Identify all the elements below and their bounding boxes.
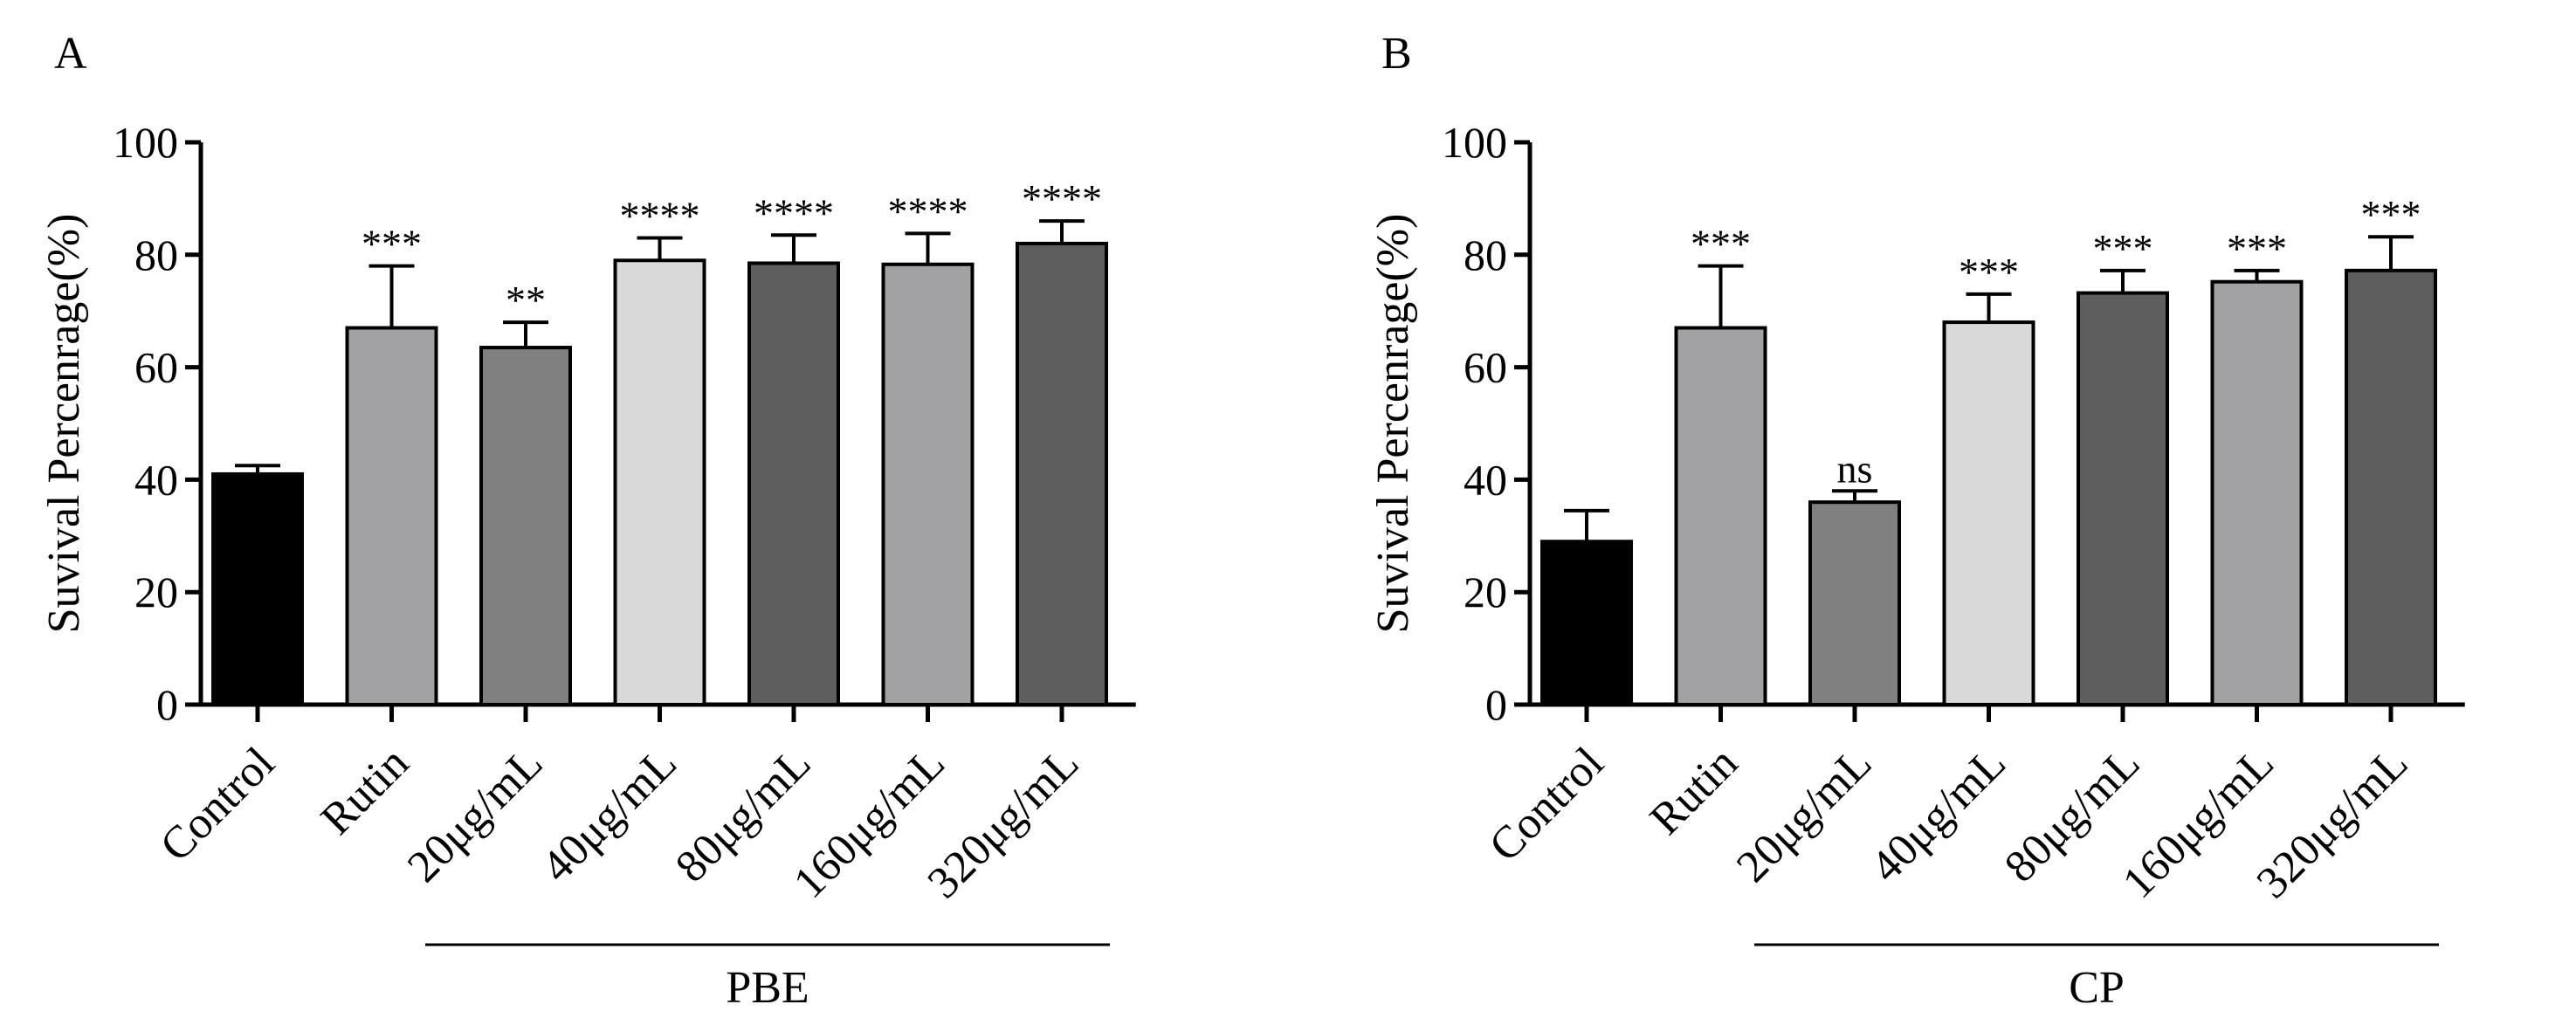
x-category-label: Control [151, 738, 285, 871]
y-tick-label: 40 [1464, 455, 1507, 504]
bar-3 [1942, 320, 2035, 706]
y-tick-label: 100 [1442, 118, 1507, 167]
y-tick-label: 80 [1464, 230, 1507, 279]
x-category-label: Rutin [1641, 738, 1747, 844]
bar-4 [747, 261, 840, 706]
significance-label: **** [1022, 176, 1102, 221]
x-category-label: 20μg/mL [398, 738, 552, 891]
x-category-label: Control [1480, 738, 1614, 871]
significance-label: ** [506, 278, 546, 322]
y-tick-label: 20 [1464, 568, 1507, 616]
significance-label: *** [1959, 250, 2019, 294]
y-tick-label: 0 [1485, 680, 1507, 729]
x-category-label: Rutin [312, 738, 418, 844]
group-label: PBE [726, 963, 809, 1013]
bar-6 [2345, 268, 2437, 706]
y-tick-label: 0 [156, 680, 178, 729]
significance-label: *** [2093, 226, 2153, 271]
y-tick-label: 80 [134, 230, 178, 279]
bar-2 [1808, 500, 1901, 706]
significance-label: ns [1837, 446, 1873, 491]
y-axis-title: Suvival Percenrage(%) [39, 214, 89, 634]
bar-4 [2077, 291, 2169, 706]
y-tick-label: 60 [1464, 343, 1507, 392]
significance-label: *** [1691, 222, 1751, 266]
x-category-label: 40μg/mL [1862, 738, 2015, 891]
significance-label: **** [620, 193, 700, 237]
bar-1 [345, 326, 438, 706]
chart-panel-a: A Suvival Percenrage(%) 0 20 40 60 80 100 Contro… [39, 29, 1136, 1013]
panel-letter: A [54, 29, 87, 79]
y-tick-label: 20 [134, 568, 178, 616]
significance-label: *** [2227, 226, 2287, 271]
x-category-label: 40μg/mL [533, 738, 686, 891]
bar-5 [2210, 279, 2304, 706]
bar-6 [1016, 241, 1108, 707]
group-label: CP [2069, 963, 2125, 1013]
bar-3 [613, 258, 706, 706]
chart-panel-b: B Suvival Percenrage(%) 0 20 40 60 80 100 Contro… [1368, 29, 2465, 1013]
significance-label: **** [754, 190, 834, 235]
bar-0 [1540, 540, 1633, 706]
significance-label: **** [888, 189, 968, 233]
significance-label: *** [362, 222, 422, 266]
x-category-label: 20μg/mL [1727, 738, 1881, 891]
y-tick-label: 60 [134, 343, 178, 392]
y-tick-label: 100 [113, 118, 178, 167]
y-axis-title: Suvival Percenrage(%) [1368, 214, 1418, 634]
y-tick-label: 40 [134, 455, 178, 504]
bar-0 [211, 471, 304, 707]
significance-label: *** [2361, 192, 2421, 237]
bar-5 [881, 262, 975, 706]
panel-letter: B [1381, 29, 1412, 79]
bar-1 [1674, 326, 1767, 706]
bar-2 [479, 346, 572, 706]
